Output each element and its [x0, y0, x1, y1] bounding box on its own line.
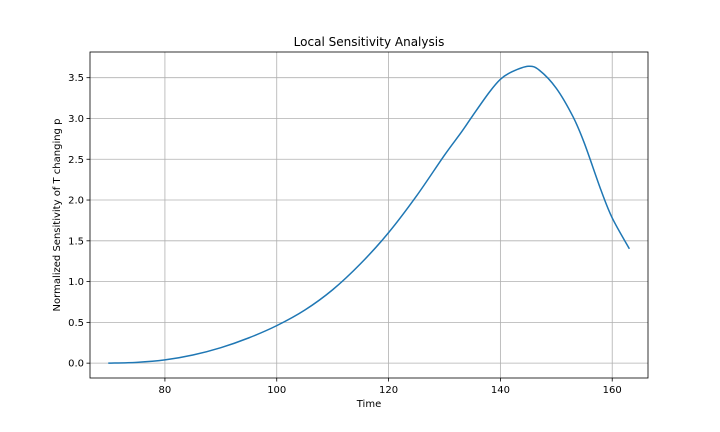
y-axis-label: Normalized Sensitivity of T changing p [52, 119, 63, 312]
y-tick-label: 0.0 [68, 359, 84, 370]
y-tick-label: 1.5 [68, 236, 84, 247]
x-tick-label: 140 [491, 385, 510, 396]
chart-title: Local Sensitivity Analysis [294, 35, 445, 49]
plot-frame [89, 51, 649, 379]
grid [90, 52, 648, 378]
y-tick-label: 2.0 [68, 196, 84, 207]
x-tick-label: 120 [379, 385, 398, 396]
y-tick-label: 3.0 [68, 114, 84, 125]
ticks: 80 100 120 140 160 0.0 0.5 1.0 1.5 2.0 2.5 3.0 3.5 [68, 73, 622, 396]
y-tick-label: 1.0 [68, 277, 84, 288]
series-line [108, 65, 631, 364]
x-tick-label: 80 [159, 385, 172, 396]
x-tick-label: 160 [603, 385, 622, 396]
series-layer [108, 65, 631, 364]
x-tick-label: 100 [267, 385, 286, 396]
y-tick-label: 3.5 [68, 73, 84, 84]
x-axis-label: Time [356, 399, 381, 410]
y-tick-label: 2.5 [68, 155, 84, 166]
y-tick-label: 0.5 [68, 318, 84, 329]
